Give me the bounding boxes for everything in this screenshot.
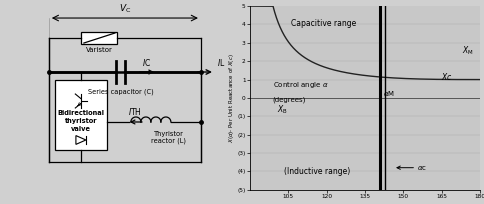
Y-axis label: $X(\alpha)$- Per Unit Reactance of $X(c)$: $X(\alpha)$- Per Unit Reactance of $X(c)…	[227, 53, 235, 143]
Text: Series capacitor (C): Series capacitor (C)	[88, 88, 153, 94]
Text: $\alpha$M: $\alpha$M	[382, 89, 394, 98]
Text: $X_{\rm M}$: $X_{\rm M}$	[461, 45, 472, 57]
Text: thyristor: thyristor	[64, 118, 97, 124]
Text: $\mathit{I}$C: $\mathit{I}$C	[142, 57, 151, 68]
Text: Varistor: Varistor	[85, 47, 112, 53]
Text: $V_{\rm C}$: $V_{\rm C}$	[119, 2, 131, 15]
Text: $\alpha$c: $\alpha$c	[417, 164, 426, 172]
Text: $X_{\rm B}$: $X_{\rm B}$	[277, 104, 287, 116]
Text: (Inductive range): (Inductive range)	[284, 167, 350, 176]
Text: $Xc$: $Xc$	[440, 71, 452, 82]
Text: Thyristor
reactor (L): Thyristor reactor (L)	[151, 131, 186, 144]
Text: valve: valve	[71, 126, 91, 132]
Text: Capacitive range: Capacitive range	[290, 19, 356, 28]
Text: $\mathit{I}$TH: $\mathit{I}$TH	[128, 106, 141, 117]
Bar	[55, 80, 106, 150]
Polygon shape	[76, 136, 86, 144]
Text: $\mathit{I}$L: $\mathit{I}$L	[216, 57, 225, 68]
Bar	[81, 32, 117, 44]
Text: Control angle $\alpha$: Control angle $\alpha$	[272, 80, 328, 90]
Text: Bidirectional: Bidirectional	[57, 110, 104, 116]
Text: (degrees): (degrees)	[272, 96, 305, 103]
